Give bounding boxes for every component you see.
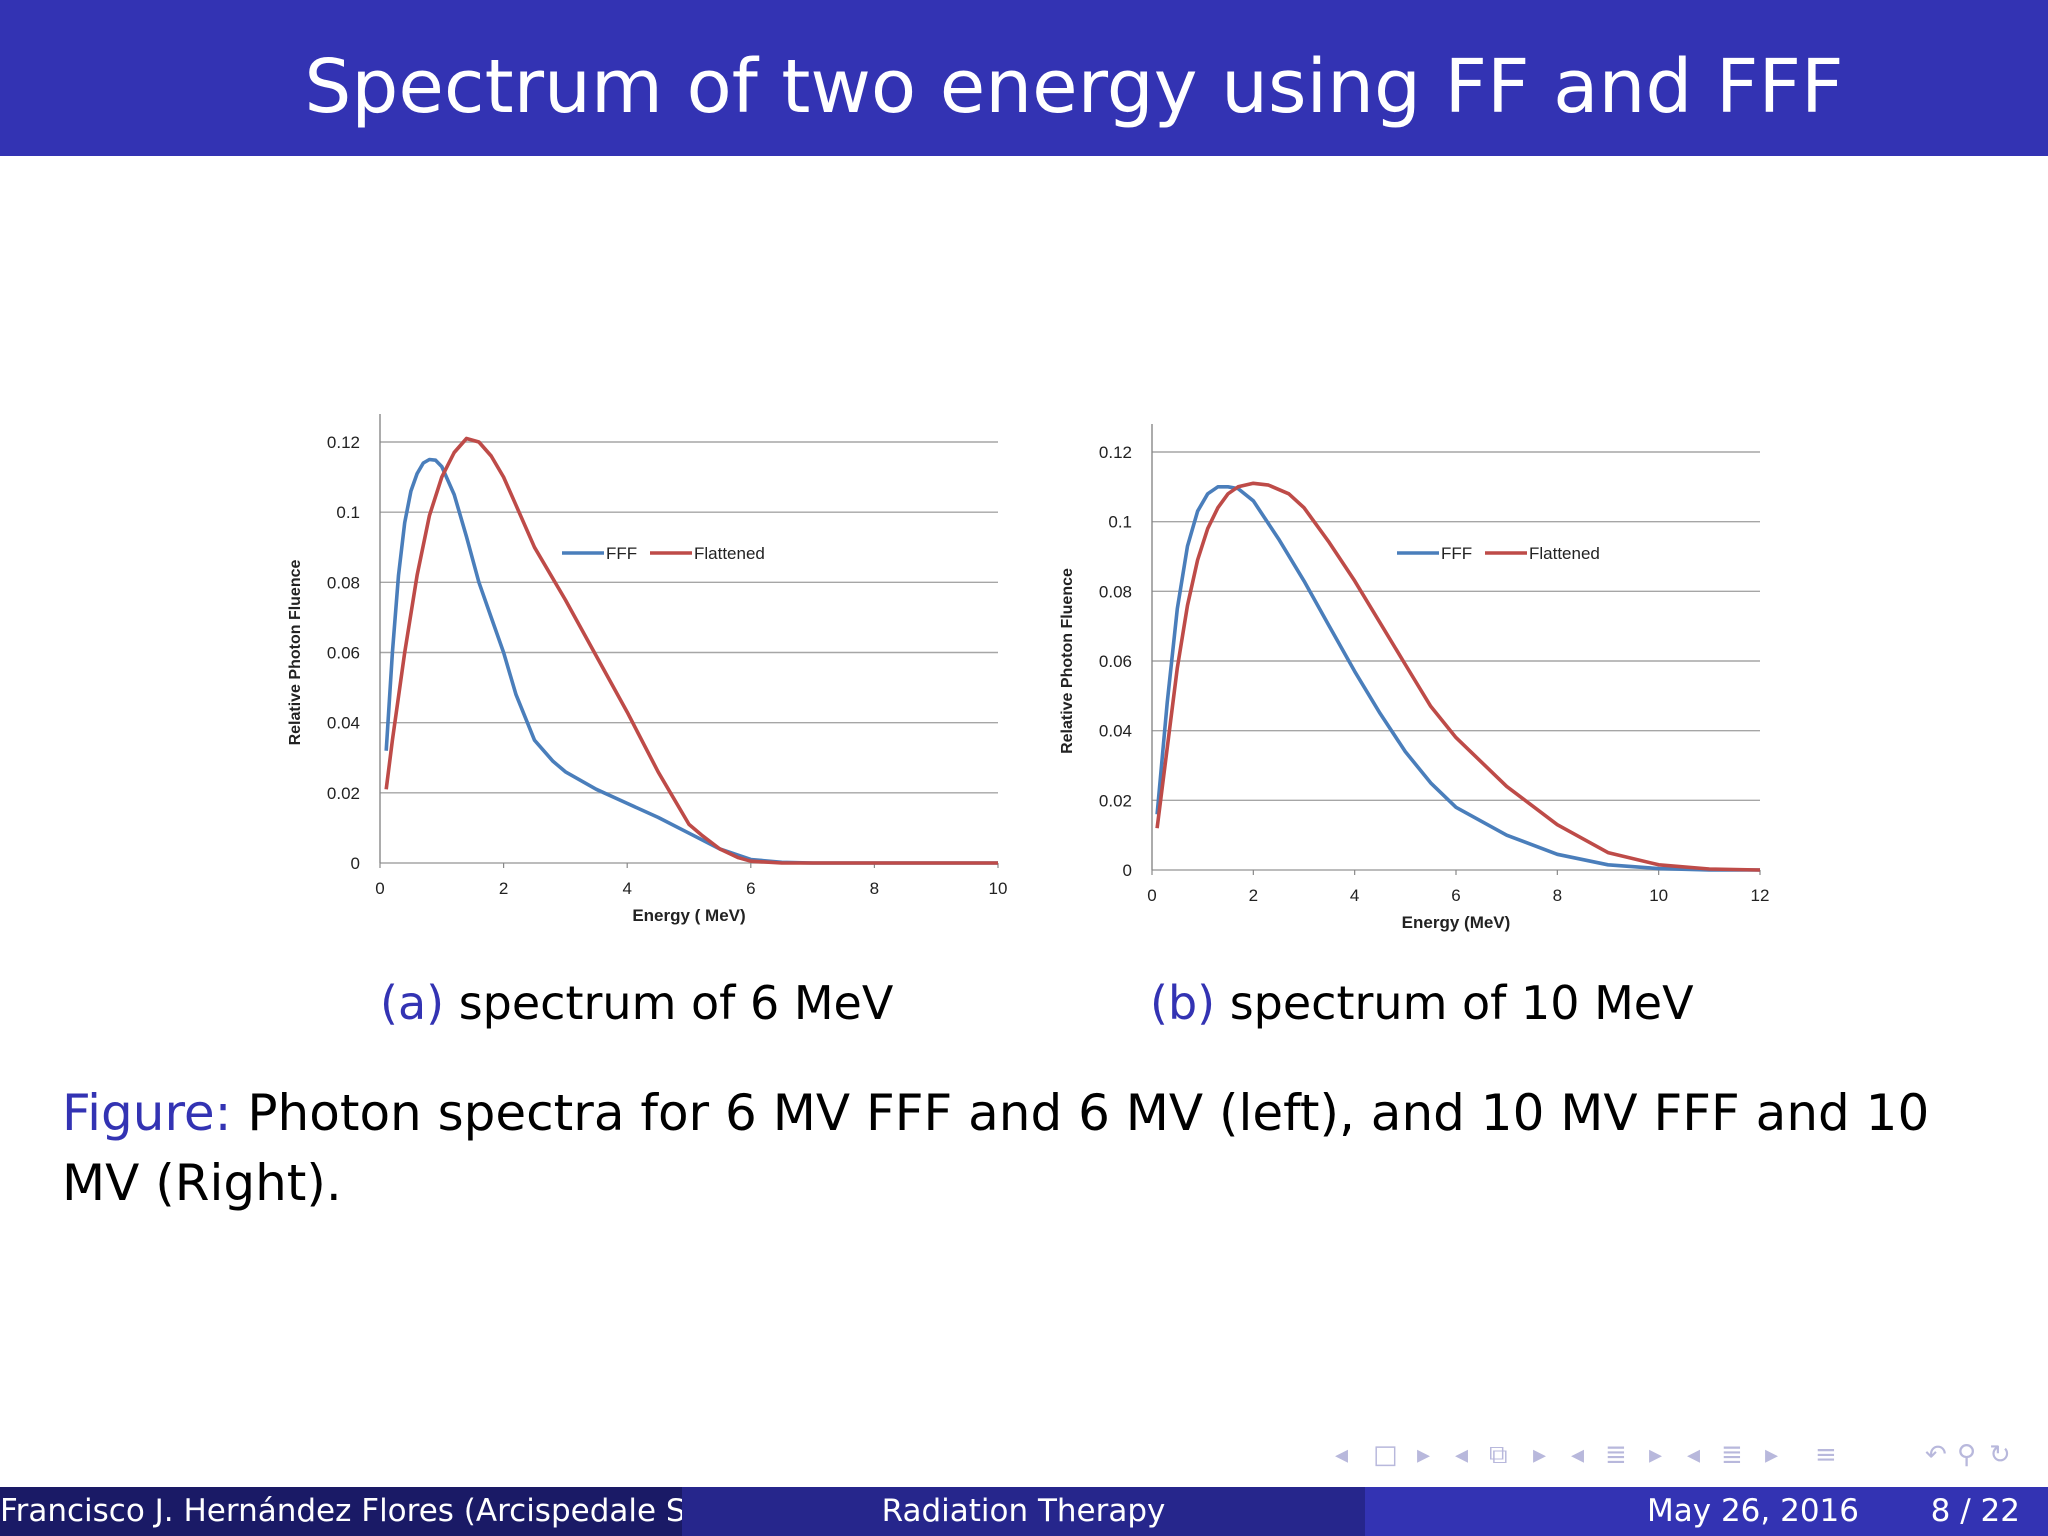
- subfigure-text-b: spectrum of 10 MeV: [1215, 976, 1694, 1030]
- y-tick-label: 0.02: [1099, 791, 1132, 810]
- figure-caption-tag: Figure:: [62, 1084, 232, 1142]
- slide-title: Spectrum of two energy using FF and FFF: [304, 44, 1844, 130]
- footer-page-number: 8 / 22: [1930, 1493, 2020, 1529]
- series-line-flattened: [384, 436, 998, 865]
- series-line-fff: [384, 457, 998, 865]
- triangle-left-icon[interactable]: ◂: [1335, 1440, 1349, 1470]
- chart-6mev: 0 0.02 0.04 0.06 0.08 0.1 0.12 0 2 4 6 8 10 Energy ( …: [287, 414, 1008, 925]
- y-tick-label: 0.06: [1099, 652, 1132, 671]
- y-tick-label: 0: [1123, 861, 1132, 880]
- frames-icon[interactable]: ⧉: [1489, 1440, 1508, 1470]
- x-tick-label: 12: [1751, 886, 1770, 905]
- x-tick-label: 2: [499, 879, 508, 898]
- subfigure-tag-b: (b): [1150, 976, 1216, 1030]
- x-tick-label: 8: [870, 879, 879, 898]
- footer-date: May 26, 2016: [1647, 1493, 1859, 1529]
- x-tick-label: 0: [375, 879, 384, 898]
- chart-10mev: 0 0.02 0.04 0.06 0.08 0.1 0.12 0 2 4 6 8 10 12 Energy …: [1059, 424, 1770, 932]
- y-tick-label: 0.1: [1108, 513, 1132, 532]
- subfigure-text-a: spectrum of 6 MeV: [444, 976, 894, 1030]
- y-tick-label: 0.08: [327, 573, 360, 592]
- x-tick-label: 8: [1553, 886, 1562, 905]
- legend-label: FFF: [606, 544, 637, 563]
- legend-label: FFF: [1441, 544, 1472, 563]
- legend-label: Flattened: [1529, 544, 1600, 563]
- section-icon[interactable]: ≣: [1605, 1440, 1627, 1470]
- x-tick-label: 2: [1249, 886, 1258, 905]
- y-tick-label: 0.08: [1099, 582, 1132, 601]
- search-icon[interactable]: ⚲: [1957, 1440, 1977, 1470]
- figure-caption-text: Photon spectra for 6 MV FFF and 6 MV (le…: [62, 1084, 1930, 1212]
- triangle-right-icon[interactable]: ▸: [1765, 1440, 1779, 1470]
- align-icon[interactable]: ≡: [1815, 1440, 1837, 1470]
- triangle-right-icon[interactable]: ▸: [1533, 1440, 1547, 1470]
- x-tick-label: 6: [1451, 886, 1460, 905]
- triangle-left-icon[interactable]: ◂: [1687, 1440, 1701, 1470]
- y-tick-label: 0.12: [1099, 443, 1132, 462]
- x-tick-label: 0: [1147, 886, 1156, 905]
- x-axis-label: Energy ( MeV): [632, 906, 745, 925]
- y-tick-label: 0.02: [327, 784, 360, 803]
- figure-caption: Figure: Photon spectra for 6 MV FFF and …: [62, 1078, 2002, 1218]
- redo-icon[interactable]: ↻: [1989, 1440, 2011, 1470]
- subfigure-tag-a: (a): [380, 976, 445, 1030]
- footer-title: Radiation Therapy: [682, 1487, 1365, 1536]
- x-tick-label: 10: [989, 879, 1008, 898]
- y-tick-label: 0.04: [327, 714, 360, 733]
- triangle-right-icon[interactable]: ▸: [1649, 1440, 1663, 1470]
- triangle-left-icon[interactable]: ◂: [1455, 1440, 1469, 1470]
- footer-author: Francisco J. Hernández Flores (Arcispeda…: [0, 1487, 682, 1536]
- y-tick-label: 0.12: [327, 433, 360, 452]
- subfigure-caption-b: (b) spectrum of 10 MeV: [1150, 976, 1694, 1030]
- triangle-left-icon[interactable]: ◂: [1571, 1440, 1585, 1470]
- y-tick-label: 0.1: [336, 503, 360, 522]
- undo-icon[interactable]: ↶: [1925, 1440, 1947, 1470]
- y-tick-label: 0.06: [327, 644, 360, 663]
- subfigure-caption-a: (a) spectrum of 6 MeV: [380, 976, 893, 1030]
- series-line-flattened: [1155, 481, 1761, 872]
- series-line-fff: [1155, 485, 1760, 872]
- footer-right: May 26, 2016 8 / 22: [1365, 1487, 2048, 1536]
- y-axis-label: Relative Photon Fluence: [287, 559, 304, 745]
- triangle-right-icon[interactable]: ▸: [1417, 1440, 1431, 1470]
- footer: Francisco J. Hernández Flores (Arcispeda…: [0, 1487, 2048, 1536]
- y-axis-label: Relative Photon Fluence: [1059, 568, 1076, 754]
- beamer-navigation: ◂ □ ▸ ◂ ⧉ ▸ ◂ ≣ ▸ ◂ ≣ ▸ ≡ ↶ ⚲ ↻: [1335, 1440, 2035, 1476]
- x-tick-label: 10: [1649, 886, 1668, 905]
- legend-label: Flattened: [694, 544, 765, 563]
- y-tick-label: 0: [351, 854, 360, 873]
- y-tick-label: 0.04: [1099, 722, 1132, 741]
- x-tick-label: 4: [622, 879, 631, 898]
- frame-icon[interactable]: □: [1373, 1440, 1398, 1470]
- title-bar: Spectrum of two energy using FF and FFF: [0, 0, 2048, 156]
- x-tick-label: 4: [1350, 886, 1359, 905]
- subsection-icon[interactable]: ≣: [1721, 1440, 1743, 1470]
- x-tick-label: 6: [746, 879, 755, 898]
- x-axis-label: Energy (MeV): [1402, 913, 1511, 932]
